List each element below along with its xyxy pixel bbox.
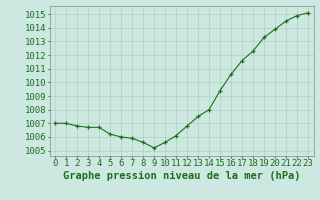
X-axis label: Graphe pression niveau de la mer (hPa): Graphe pression niveau de la mer (hPa) (63, 171, 300, 181)
